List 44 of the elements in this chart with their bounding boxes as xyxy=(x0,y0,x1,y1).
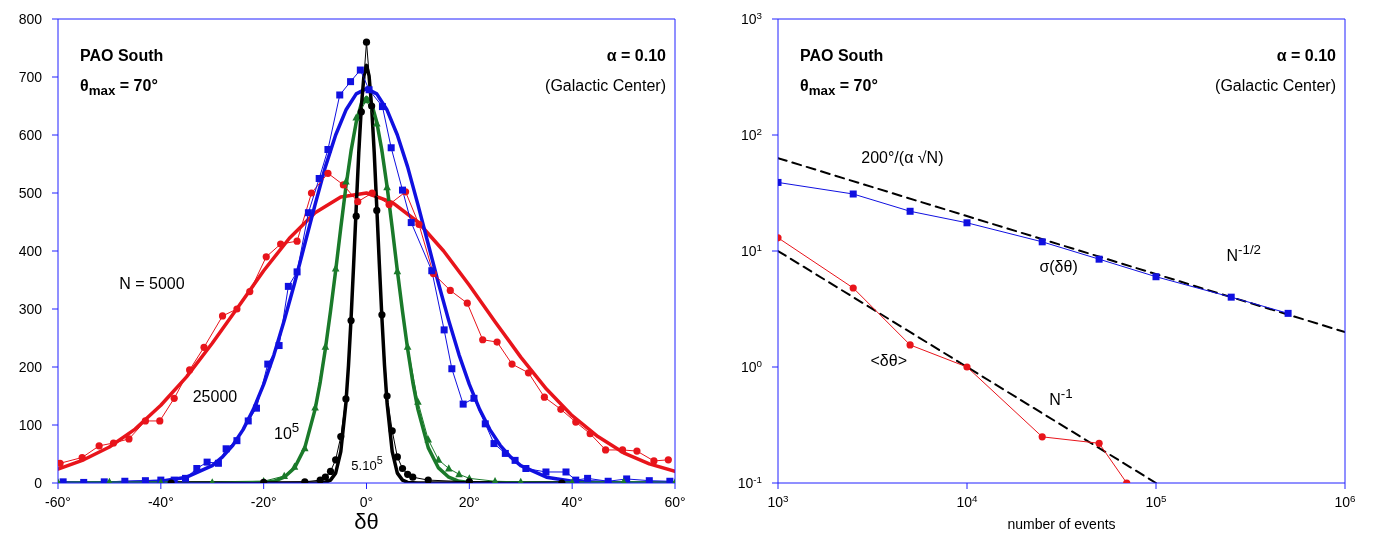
annotation: <δθ> xyxy=(870,351,907,369)
y-tick-label: 10$^{3}$ xyxy=(740,9,763,27)
annotation: α = 0.10 xyxy=(1276,46,1336,66)
annotation: N$^{-1/2}$ xyxy=(1226,242,1262,264)
x-tick-label: -60° xyxy=(45,494,71,510)
annotation: 5.10$^{5}$ xyxy=(351,453,383,475)
x-tick-label: 10$^{5}$ xyxy=(1145,492,1168,510)
annotation: α = 0.10 xyxy=(606,46,666,66)
x-tick-label: 60° xyxy=(664,494,686,510)
annotation: N$^{-1}$ xyxy=(1049,386,1073,408)
x-tick-label: 40° xyxy=(561,494,583,510)
y-tick-label: 10$^{0}$ xyxy=(740,357,763,375)
y-tick-label: 0 xyxy=(34,475,43,491)
x-tick-label: 10$^{3}$ xyxy=(767,492,790,510)
x-axis-title: number of events xyxy=(1007,516,1116,532)
x-tick-label: 20° xyxy=(458,494,480,510)
annotation: (Galactic Center) xyxy=(545,76,666,96)
annotation: (Galactic Center) xyxy=(1215,76,1336,96)
annotation: PAO South xyxy=(800,46,884,66)
annotation: PAO South xyxy=(80,46,164,66)
y-tick-label: 300 xyxy=(18,301,43,317)
x-tick-label: 10$^{4}$ xyxy=(956,492,979,510)
x-tick-label: -40° xyxy=(147,494,174,510)
x-tick-label: 0° xyxy=(359,494,374,510)
y-tick-label: 800 xyxy=(18,11,43,27)
annotation: 25000 xyxy=(192,387,238,405)
x-tick-label: 10$^{6}$ xyxy=(1334,492,1357,510)
y-tick-label: 200 xyxy=(18,359,43,375)
y-tick-label: 10$^{-1}$ xyxy=(737,473,762,491)
annotation: σ(δθ) xyxy=(1039,257,1078,275)
y-tick-label: 400 xyxy=(18,243,43,259)
y-tick-label: 600 xyxy=(18,127,43,143)
annotation: N = 5000 xyxy=(119,274,185,292)
y-tick-label: 10$^{1}$ xyxy=(740,241,762,259)
y-tick-label: 500 xyxy=(18,185,43,201)
annotation: θ$_{max}$ = 70° xyxy=(800,76,878,101)
annotation: θ$_{max}$ = 70° xyxy=(80,76,158,101)
x-tick-label: -20° xyxy=(250,494,277,510)
annotation: 200°/(α √N) xyxy=(861,148,944,166)
annotation: 10$^{5}$ xyxy=(274,420,300,442)
y-tick-label: 10$^{2}$ xyxy=(740,125,762,143)
x-axis-title: δθ xyxy=(354,509,379,534)
y-tick-label: 100 xyxy=(18,417,43,433)
y-tick-label: 700 xyxy=(18,69,43,85)
